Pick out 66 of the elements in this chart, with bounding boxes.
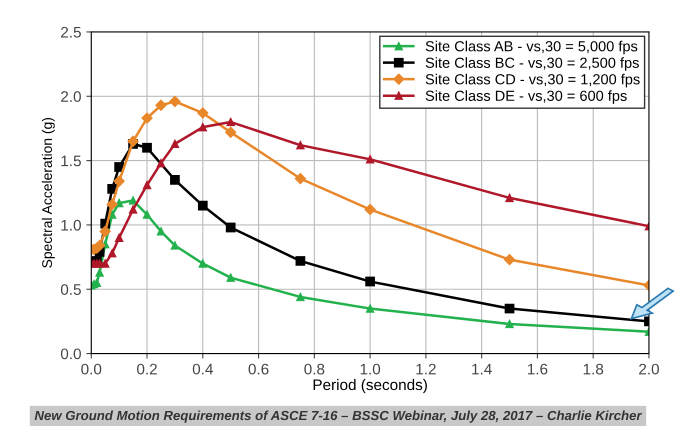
point [198, 122, 207, 132]
x-axis-title: Period (seconds) [314, 378, 427, 394]
x-tick-label: 0.2 [137, 364, 157, 375]
point [100, 226, 111, 237]
point [142, 210, 152, 219]
x-tick-label: 0.0 [81, 364, 102, 375]
point [226, 222, 236, 232]
point [504, 254, 516, 266]
point [366, 304, 374, 313]
point [95, 268, 104, 277]
x-tick-label: 0.4 [192, 364, 213, 375]
point [170, 175, 180, 185]
x-tick-label: 1.0 [360, 364, 380, 375]
point [225, 126, 236, 138]
legend-label: Site Class AB - vs,30 = 5,000 fps [426, 40, 638, 54]
point [505, 194, 514, 202]
point [156, 227, 166, 236]
point [141, 112, 153, 124]
x-tick-label: 1.4 [472, 364, 492, 374]
point [364, 204, 376, 216]
point [128, 196, 138, 205]
y-tick-label: 0.5 [60, 284, 81, 295]
point [142, 142, 152, 153]
point [365, 276, 375, 286]
point [198, 200, 208, 210]
y-tick-label: 2.0 [61, 91, 81, 102]
x-tick-label: 0.6 [248, 364, 269, 375]
point [155, 100, 167, 111]
point [296, 292, 305, 302]
text: New Ground Motion Requirements of ASCE 7-16 – BSSC Webinar, July 28, 2017 – Charlie Kircher [34, 410, 642, 423]
point [114, 234, 124, 242]
y-tick-label: 1.0 [61, 220, 81, 231]
point [296, 256, 306, 266]
x-tick-label: 1.2 [416, 364, 436, 374]
point [114, 176, 125, 187]
point [127, 136, 139, 147]
legend-label: Site Class CD - vs,30 = 1,200 fps [426, 74, 640, 88]
y-tick-label: 0.0 [60, 348, 81, 360]
point [106, 198, 118, 210]
point [170, 241, 180, 250]
point [169, 96, 181, 108]
x-tick-label: 2.0 [639, 364, 659, 375]
y-axis-title: Spectral Acceleration (g) [42, 118, 55, 268]
point [108, 249, 116, 258]
point [198, 259, 207, 268]
y-tick-label: 2.5 [61, 26, 81, 38]
point [296, 140, 305, 150]
point [366, 155, 374, 164]
legend-label: Site Class DE - vs,30 = 600 fps [426, 90, 627, 104]
x-tick-label: 0.8 [304, 364, 324, 375]
point [128, 205, 138, 214]
point [197, 107, 208, 119]
point [294, 173, 306, 184]
point [101, 259, 110, 268]
legend-label: Site Class BC - vs,30 = 2,500 fps [426, 57, 639, 71]
point [170, 140, 180, 148]
y-tick-label: 1.5 [61, 156, 81, 166]
point [505, 320, 514, 328]
point [226, 274, 235, 282]
point [226, 118, 235, 126]
x-tick-label: 1.6 [528, 364, 548, 375]
point [504, 304, 514, 314]
point [142, 180, 152, 190]
point [94, 240, 106, 252]
x-tick-label: 1.8 [584, 364, 604, 375]
point [156, 159, 166, 168]
